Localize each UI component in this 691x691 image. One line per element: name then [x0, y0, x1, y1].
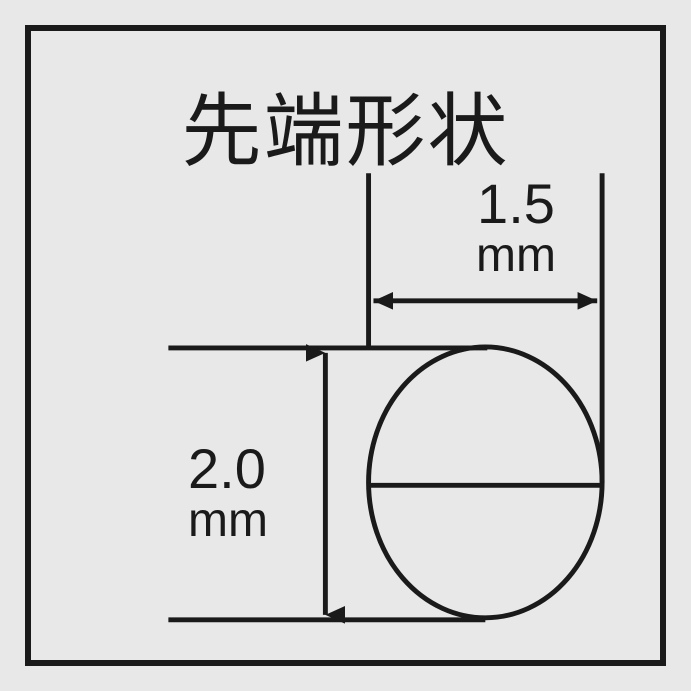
diagram-frame: 先端形状 — [25, 25, 666, 666]
hdim-value: 1.5 — [476, 176, 556, 232]
tip-ellipse — [369, 347, 603, 618]
vdim-unit: mm — [188, 497, 268, 545]
vdim-label: 2.0 mm — [188, 441, 268, 545]
vdim-value: 2.0 — [188, 441, 268, 497]
tip-shape-diagram — [31, 31, 660, 660]
hdim-unit: mm — [476, 232, 556, 280]
hdim-label: 1.5 mm — [476, 176, 556, 280]
